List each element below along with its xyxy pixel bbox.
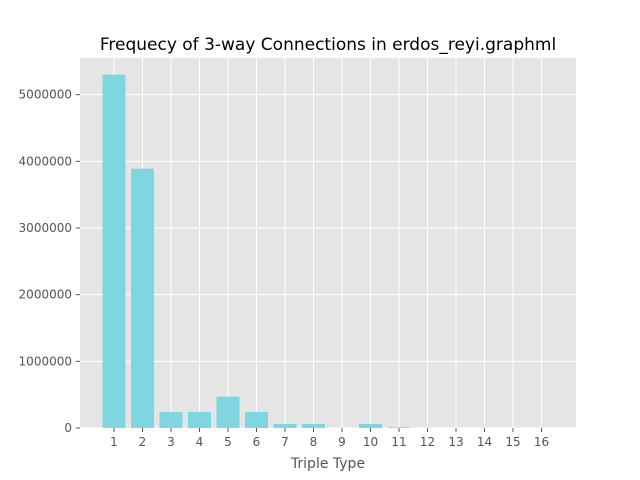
bar-5 (216, 396, 240, 428)
bar-7 (273, 424, 297, 428)
x-tick-label: 8 (310, 435, 318, 449)
x-tick-label: 14 (477, 435, 492, 449)
x-tick-label: 15 (505, 435, 520, 449)
grid-lines (80, 58, 576, 429)
x-tick-label: 4 (196, 435, 204, 449)
x-tick-label: 7 (281, 435, 289, 449)
bar-1 (102, 74, 126, 429)
plot-area (80, 58, 576, 428)
x-tick-label: 12 (420, 435, 435, 449)
bar-4 (188, 412, 211, 428)
x-tick-label: 6 (253, 435, 261, 449)
x-tick-label: 1 (110, 435, 118, 449)
x-tick-label: 5 (224, 435, 232, 449)
y-tick-label: 3000000 (19, 221, 72, 235)
x-axis-label: Triple Type (290, 456, 365, 472)
bar-8 (302, 424, 325, 428)
x-tick-label: 9 (338, 435, 346, 449)
x-tick-label: 16 (534, 435, 549, 449)
bar-10 (359, 424, 382, 428)
y-tick-label: 4000000 (19, 154, 72, 168)
bar-3 (159, 412, 183, 428)
chart-title: Frequecy of 3-way Connections in erdos_r… (100, 35, 556, 55)
bar-6 (245, 412, 268, 428)
y-tick-label: 1000000 (19, 354, 72, 368)
y-tick-label: 0 (64, 421, 72, 435)
x-tick-label: 10 (363, 435, 378, 449)
y-axis-ticks: 0 1000000 2000000 3000000 4000000 5000000 (19, 88, 80, 435)
x-tick-label: 2 (139, 435, 147, 449)
y-tick-label: 2000000 (19, 288, 72, 302)
bar-2 (131, 168, 154, 428)
x-tick-label: 13 (448, 435, 463, 449)
bars (102, 74, 411, 429)
x-tick-label: 11 (391, 435, 406, 449)
bar-11 (387, 427, 411, 428)
y-tick-label: 5000000 (19, 88, 72, 102)
x-tick-label: 3 (167, 435, 175, 449)
x-axis-ticks: 1 2 3 4 5 6 7 8 9 10 11 12 13 14 15 16 (110, 428, 549, 449)
